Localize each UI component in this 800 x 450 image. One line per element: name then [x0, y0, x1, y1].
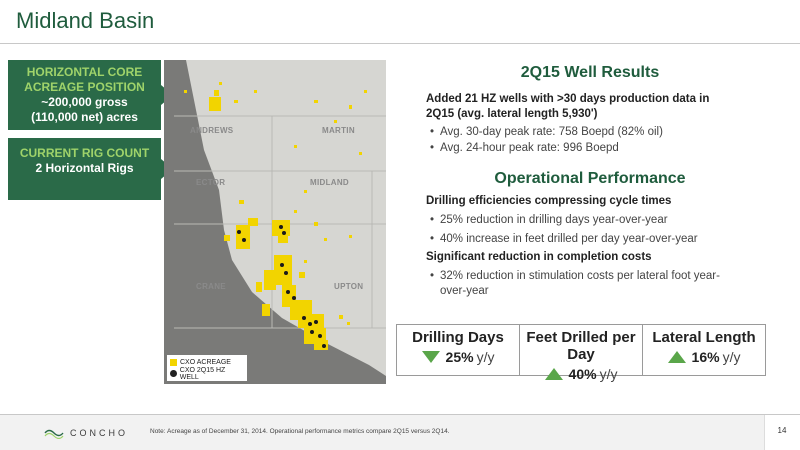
title-divider: [0, 43, 800, 44]
page-number-box: [764, 415, 800, 450]
footnote: Note: Acreage as of December 31, 2014. O…: [150, 428, 450, 435]
county-label-martin: MARTIN: [322, 126, 355, 135]
operational-bullet: 40% increase in feet drilled per day yea…: [430, 232, 740, 247]
metric-value: 25%: [445, 349, 474, 365]
slide-title: Midland Basin: [16, 8, 155, 33]
arrow-up-icon: [667, 351, 686, 363]
metric-label: Feet Drilled per Day: [526, 329, 636, 363]
acreage-gross: ~200,000 gross: [41, 95, 128, 109]
acreage-net: (110,000 net) acres: [31, 110, 138, 124]
completion-costs-subhead: Significant reduction in completion cost…: [426, 251, 652, 263]
footer: [0, 415, 800, 450]
logo-wordmark: CONCHO: [70, 428, 128, 438]
arrow-up-icon: [544, 368, 563, 380]
metric-label: Lateral Length: [652, 329, 756, 346]
well-results-heading: 2Q15 Well Results: [520, 64, 660, 81]
legend-acreage-label: CXO ACREAGE: [180, 359, 231, 366]
county-label-andrews: ANDREWS: [190, 126, 234, 135]
metric-drilling-days: Drilling Days 25% y/y: [397, 325, 520, 375]
footer-divider: [0, 414, 800, 415]
well-results-bullet: Avg. 24-hour peak rate: 996 Boepd: [430, 141, 740, 156]
metric-feet-drilled: Feet Drilled per Day 40% y/y: [520, 325, 643, 382]
legend-well-label: CXO 2Q15 HZ WELL: [179, 366, 226, 381]
metric-lateral-length: Lateral Length 16% y/y: [643, 325, 765, 375]
metric-label: Drilling Days: [412, 329, 504, 346]
operational-bullet-line1: 32% reduction in stimulation costs per l…: [430, 269, 740, 284]
operational-heading: Operational Performance: [494, 170, 686, 187]
acreage-swatch-icon: [170, 359, 177, 366]
drilling-efficiency-subhead: Drilling efficiencies compressing cycle …: [426, 195, 672, 207]
well-results-summary-line1: Added 21 HZ wells with >30 days producti…: [426, 93, 710, 105]
midland-basin-map: ANDREWS MARTIN ECTOR MIDLAND CRANE UPTON: [164, 60, 386, 384]
acreage-callout: HORIZONTAL CORE ACREAGE POSITION ~200,00…: [8, 60, 173, 130]
page-number: 14: [777, 426, 787, 435]
map-graphic: [164, 60, 386, 384]
legend-well: CXO 2Q15 HZ WELL: [170, 366, 244, 381]
county-label-crane: CRANE: [196, 282, 226, 291]
rig-count-value: 2 Horizontal Rigs: [35, 161, 134, 175]
legend-acreage: CXO ACREAGE: [170, 357, 244, 368]
map-legend: CXO ACREAGE CXO 2Q15 HZ WELL: [167, 355, 247, 381]
metric-value: 40%: [568, 366, 597, 382]
county-lines: [174, 115, 386, 329]
concho-logo-icon: [44, 429, 64, 439]
metrics-table: Drilling Days 25% y/y Feet Drilled per D…: [396, 324, 766, 382]
rig-count-heading: CURRENT RIG COUNT: [19, 146, 150, 160]
metric-unit: y/y: [722, 349, 741, 365]
operational-bullet-line2: over-year: [440, 285, 489, 297]
well-results-bullet: Avg. 30-day peak rate: 758 Boepd (82% oi…: [430, 125, 740, 140]
well-markers: [237, 225, 326, 348]
concho-logo: CONCHO: [44, 427, 128, 439]
county-label-ector: ECTOR: [196, 178, 226, 187]
county-label-midland: MIDLAND: [310, 178, 349, 187]
well-dot-icon: [170, 370, 177, 377]
rig-count-callout: CURRENT RIG COUNT 2 Horizontal Rigs: [8, 138, 173, 200]
county-label-upton: UPTON: [334, 282, 364, 291]
well-results-summary-line2: 2Q15 (avg. lateral length 5,930'): [426, 108, 598, 120]
metric-value: 16%: [691, 349, 720, 365]
acreage-callout-heading: HORIZONTAL CORE ACREAGE POSITION: [24, 65, 145, 94]
arrow-down-icon: [421, 351, 440, 363]
metric-unit: y/y: [599, 366, 618, 382]
basin-shade: [164, 60, 386, 384]
operational-bullet: 25% reduction in drilling days year-over…: [430, 213, 740, 228]
metric-unit: y/y: [476, 349, 495, 365]
